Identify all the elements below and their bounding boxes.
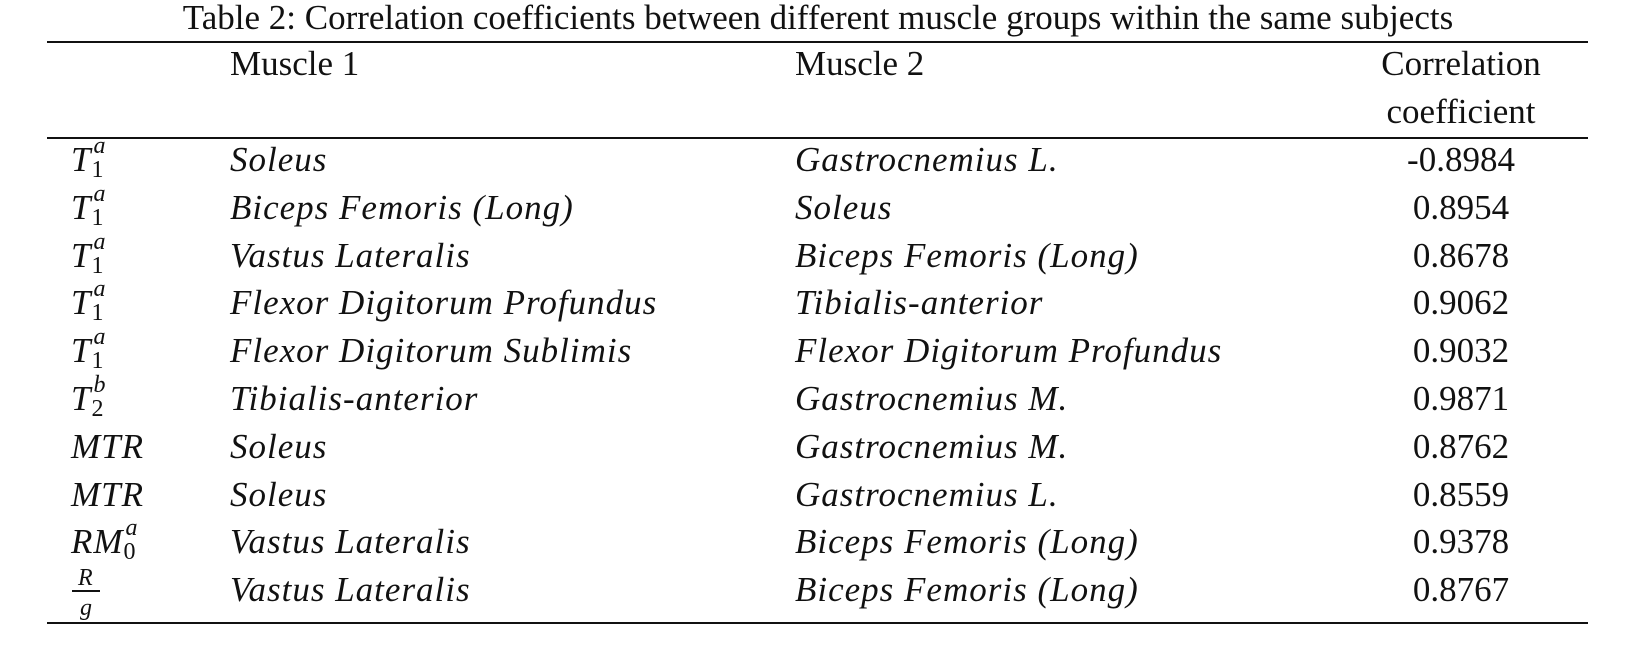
param-sup: a: [93, 133, 107, 159]
caption: Table 2: Correlation coefficients betwee…: [182, 0, 1454, 37]
param-sub: 0: [123, 539, 136, 566]
param-sup: a: [93, 276, 107, 303]
muscle1: Vastus Lateralis: [230, 570, 471, 610]
param-base: T: [71, 283, 92, 323]
muscle2: Biceps Femoris (Long): [795, 235, 1139, 275]
fraction-denominator: g: [80, 595, 93, 622]
header-correlation: coefficient: [1386, 92, 1536, 131]
muscle2: Biceps Femoris (Long): [795, 522, 1139, 562]
muscle1: Vastus Lateralis: [230, 235, 471, 275]
param-sup: a: [93, 324, 107, 351]
correlation: 0.9062: [1412, 283, 1510, 323]
correlation: 0.8678: [1412, 235, 1510, 275]
param-base: T: [71, 379, 92, 418]
muscle1: Soleus: [230, 474, 328, 514]
muscle2: Gastrocnemius L.: [795, 140, 1059, 179]
correlation: 0.8767: [1412, 570, 1510, 610]
param-base: T: [71, 331, 92, 371]
param-sub: 1: [91, 204, 104, 231]
param-base: T: [71, 235, 92, 275]
correlation: 0.9032: [1412, 331, 1510, 371]
top-rule: [47, 41, 1588, 43]
muscle2: Gastrocnemius L.: [795, 474, 1059, 514]
correlation: 0.8954: [1412, 187, 1510, 227]
fraction-numerator: R: [78, 565, 94, 592]
header-muscle1: Muscle 1: [230, 44, 360, 83]
muscle1: Flexor Digitorum Profundus: [230, 283, 658, 323]
muscle1: Biceps Femoris (Long): [230, 187, 574, 227]
muscle1: Vastus Lateralis: [230, 522, 471, 562]
muscle2: Gastrocnemius M.: [795, 379, 1069, 418]
muscle2: Biceps Femoris (Long): [795, 570, 1139, 610]
bottom-rule: [47, 622, 1588, 624]
param-sup: a: [125, 515, 139, 542]
param-sub: 2: [91, 396, 104, 422]
correlation: 0.8559: [1412, 474, 1510, 514]
correlation: 0.8762: [1412, 426, 1510, 466]
param-base: MTR: [71, 474, 144, 514]
muscle1: Tibialis-anterior: [230, 379, 479, 418]
muscle1: Soleus: [230, 140, 328, 179]
param-sup: a: [93, 228, 107, 255]
param-sub: 1: [91, 348, 104, 375]
muscle2: Gastrocnemius M.: [795, 426, 1069, 466]
param-sub: 1: [91, 157, 104, 183]
muscle2: Soleus: [795, 187, 893, 227]
param-sub: 1: [91, 252, 104, 279]
param-base: MTR: [71, 426, 144, 466]
param-sup: b: [93, 372, 107, 398]
header-correlation: Correlation: [1381, 44, 1541, 83]
muscle2: Flexor Digitorum Profundus: [795, 331, 1223, 371]
muscle2: Tibialis-anterior: [795, 283, 1044, 323]
correlation: 0.9871: [1412, 379, 1510, 418]
param-sub: 1: [91, 300, 104, 327]
correlation: -0.8984: [1407, 140, 1515, 179]
param-base: T: [71, 140, 92, 179]
muscle1: Flexor Digitorum Sublimis: [230, 331, 633, 371]
muscle1: Soleus: [230, 426, 328, 466]
header-muscle2: Muscle 2: [795, 44, 925, 83]
param-base: T: [71, 187, 92, 227]
param-base: RM: [71, 522, 124, 562]
param-sup: a: [93, 180, 107, 207]
header-rule: [47, 137, 1588, 139]
correlation: 0.9378: [1412, 522, 1510, 562]
fraction-bar: [72, 590, 100, 593]
